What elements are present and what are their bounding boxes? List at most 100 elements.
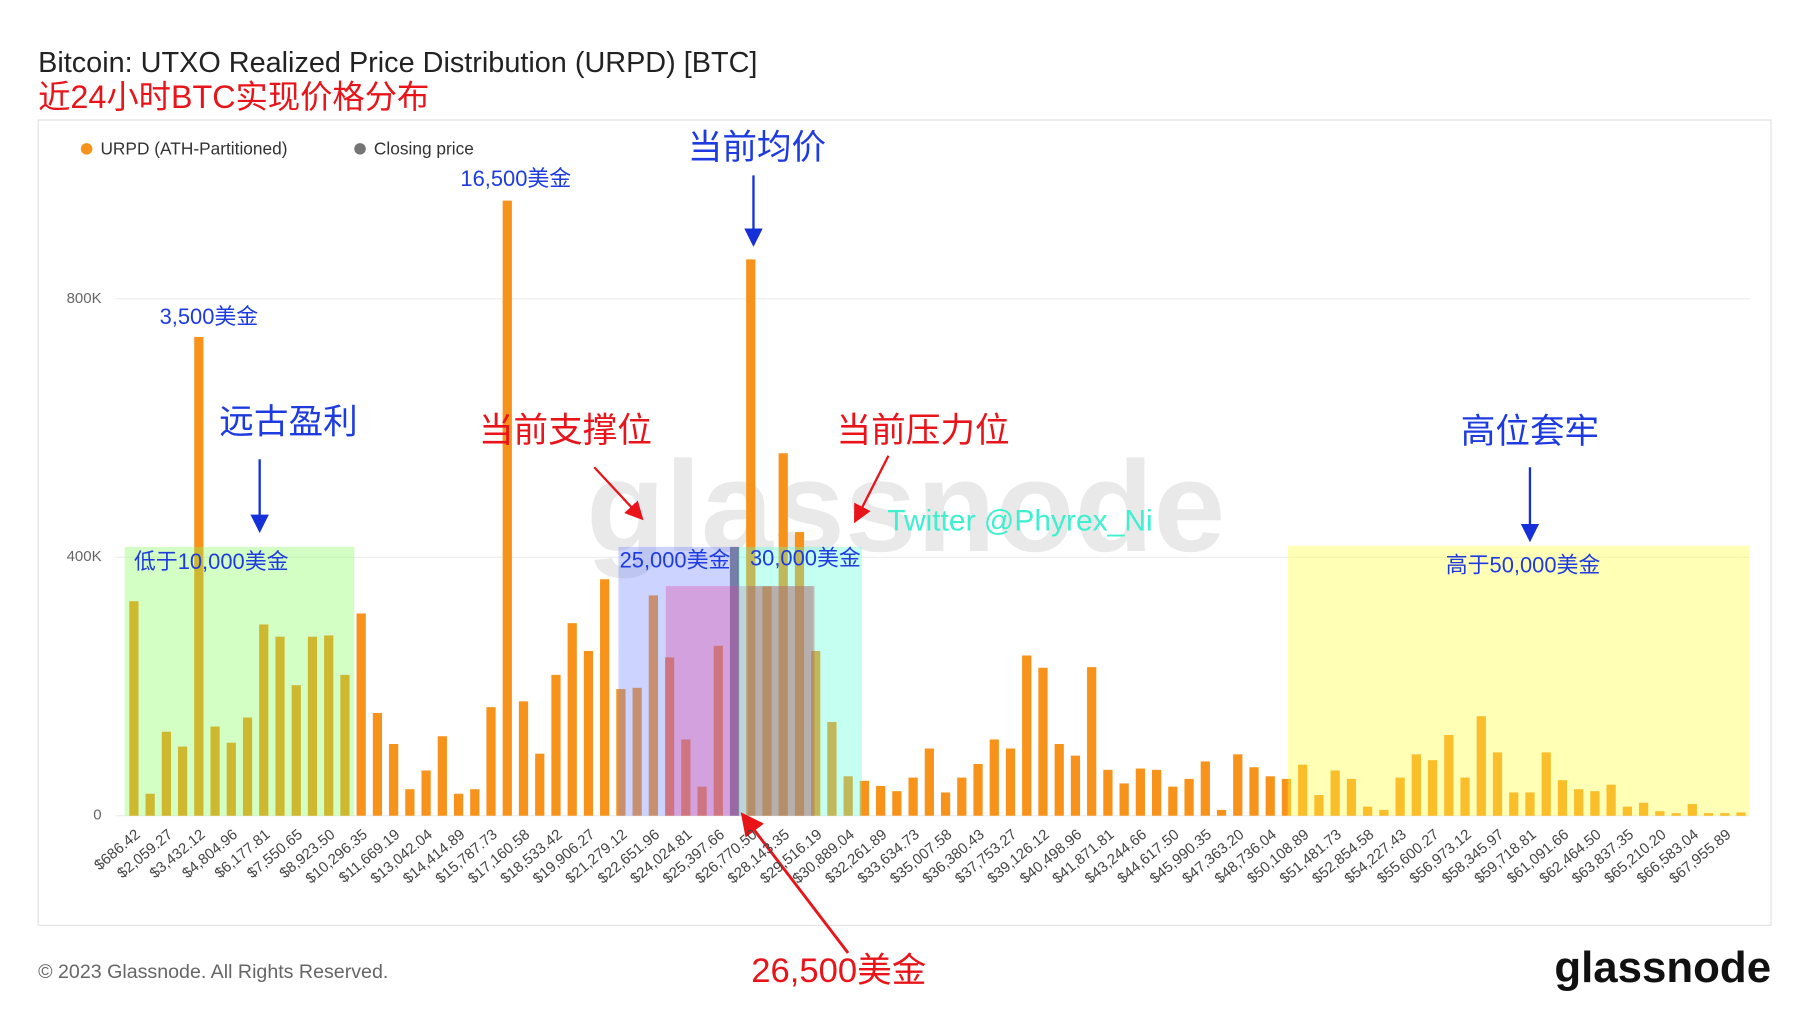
bar: [340, 674, 350, 816]
legend-label: Closing price: [374, 139, 474, 159]
bar: [259, 624, 269, 816]
bar: [1314, 795, 1324, 816]
bar: [1622, 806, 1632, 816]
bar: [1070, 755, 1081, 816]
bar: [421, 770, 431, 816]
y-tick-label: 800K: [67, 290, 102, 307]
logo: glassnode: [1554, 943, 1771, 992]
bar: [762, 586, 772, 816]
bar: [1038, 667, 1048, 816]
arrow: [593, 466, 644, 521]
zone-support: [665, 586, 814, 816]
bar: [453, 793, 464, 816]
bar: [1103, 769, 1113, 816]
bar: [1281, 778, 1292, 816]
bar: [583, 650, 594, 816]
bar: [989, 739, 999, 816]
zone-low: [124, 546, 355, 816]
bar: [242, 717, 253, 816]
bar: [405, 789, 415, 816]
annotation: Twitter @Phyrex_Ni: [887, 505, 1152, 538]
bar: [1638, 802, 1649, 816]
legend-label: URPD (ATH-Partitioned): [100, 139, 287, 159]
bar: [1655, 811, 1665, 816]
bar: [324, 635, 334, 816]
zone-30k: [738, 546, 862, 816]
bar: [924, 748, 934, 816]
bar: [1184, 778, 1194, 816]
bar: [1395, 777, 1405, 816]
bar: [1687, 804, 1697, 816]
zone-high: [1287, 545, 1750, 816]
bar: [1509, 792, 1519, 816]
chart-title: Bitcoin: UTXO Realized Price Distributio…: [38, 47, 757, 79]
y-tick-label: 400K: [67, 548, 102, 565]
bar: [1233, 754, 1243, 816]
annotation: 16,500美金: [460, 166, 571, 191]
bar: [502, 200, 512, 816]
bar: [1168, 786, 1178, 816]
bar: [616, 689, 626, 816]
bar: [1703, 813, 1714, 816]
bar: [600, 579, 610, 816]
bar: [389, 743, 399, 816]
bar: [1411, 754, 1421, 816]
bars: [129, 200, 1746, 816]
zone-25k: [618, 546, 739, 816]
annotation: 3,500美金: [160, 304, 259, 329]
bar: [697, 786, 707, 816]
legend-marker: [80, 143, 93, 155]
bar: [1736, 812, 1746, 816]
bar: [843, 776, 853, 816]
bar: [1557, 780, 1568, 816]
chart-subtitle: 近24小时BTC实现价格分布: [38, 79, 429, 115]
bar: [1427, 760, 1438, 816]
bar: [713, 645, 723, 816]
bar: [632, 687, 642, 816]
bar: [1363, 806, 1373, 816]
bar: [1216, 809, 1227, 816]
annotation: 高位套牢: [1461, 413, 1599, 451]
bar: [1119, 783, 1129, 816]
arrow: [740, 812, 850, 954]
bar: [1054, 743, 1064, 816]
zone-resistance: [747, 586, 815, 816]
bar: [1265, 776, 1275, 816]
bar: [291, 685, 301, 816]
bar: [1151, 769, 1162, 816]
bar: [1005, 748, 1016, 816]
annotation: 25,000美金: [620, 548, 731, 573]
bar: [535, 753, 545, 816]
bar: [1476, 716, 1486, 816]
bar: [681, 739, 691, 816]
bar: [210, 726, 220, 816]
y-tick-label: 0: [93, 807, 101, 824]
bar: [275, 636, 285, 816]
bar: [161, 731, 171, 816]
bar: [1379, 809, 1389, 816]
bar: [567, 623, 577, 816]
annotation: 高于50,000美金: [1446, 552, 1601, 577]
bar: [1525, 792, 1535, 816]
annotation: 当前均价: [688, 129, 826, 167]
arrow: [854, 455, 890, 524]
bar: [486, 707, 496, 816]
bar: [1249, 767, 1259, 816]
arrows: [250, 175, 1540, 954]
bar: [1720, 813, 1730, 816]
bar: [356, 613, 366, 816]
bar: [859, 780, 870, 816]
bar: [892, 791, 902, 816]
annotation: 30,000美金: [750, 545, 861, 570]
bar: [794, 532, 805, 816]
legend-marker: [354, 143, 366, 155]
annotation: 26,500美金: [751, 952, 926, 990]
bar: [1574, 789, 1584, 816]
bar: [729, 546, 740, 816]
bar: [129, 601, 139, 816]
bar: [551, 674, 561, 816]
bar: [372, 712, 383, 816]
bar: [1460, 777, 1470, 816]
bar: [177, 746, 188, 816]
